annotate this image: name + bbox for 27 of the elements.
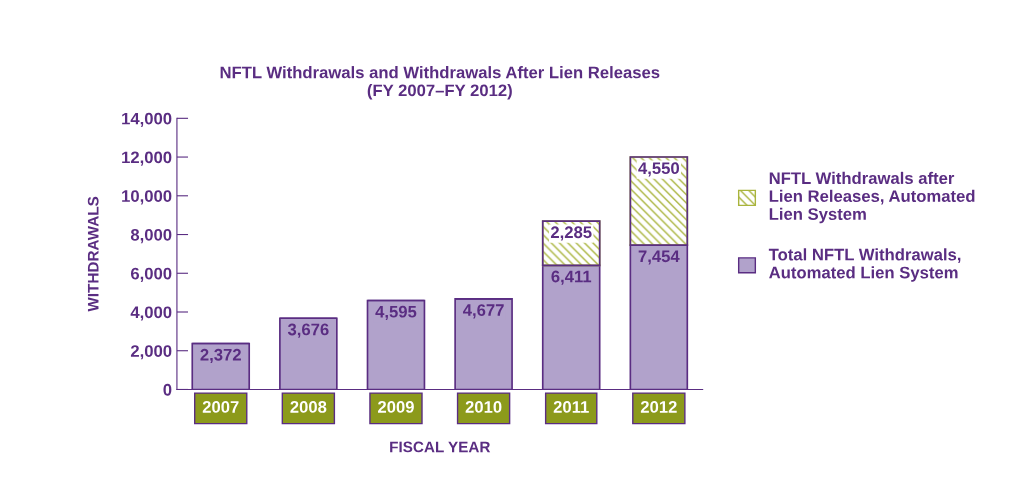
y-tick-label: 0 — [163, 383, 172, 396]
y-tick-label: 8,000 — [130, 228, 172, 244]
x-axis-title: FISCAL YEAR — [390, 441, 491, 453]
x-tick-label: 2008 — [290, 401, 327, 413]
legend-label: Total NFTL Withdrawals, Automated Lien System — [768, 248, 961, 282]
y-axis-title: WITHDRAWALS — [87, 196, 99, 312]
y-tick-label: 6,000 — [130, 267, 172, 282]
data-label: 4,550 — [638, 162, 680, 177]
data-label: 2,285 — [550, 226, 592, 241]
x-tick-label: 2012 — [640, 401, 677, 413]
x-tick-label: 2009 — [378, 401, 414, 413]
data-label: 6,411 — [551, 270, 592, 285]
y-tick-label: 12,000 — [122, 151, 172, 166]
y-tick-label: 14,000 — [122, 112, 172, 127]
chart-title: NFTL Withdrawals and Withdrawals After Lien Releases (FY 2007–FY 2012) — [220, 66, 660, 100]
data-label: 4,595 — [375, 305, 417, 320]
data-label: 7,454 — [638, 250, 680, 265]
x-tick-label: 2007 — [202, 401, 239, 413]
y-tick-label: 4,000 — [130, 306, 172, 321]
data-label: 3,676 — [287, 323, 329, 338]
data-label: 4,677 — [463, 304, 504, 319]
x-tick-label: 2010 — [465, 401, 502, 413]
y-tick-label: 10,000 — [122, 190, 172, 205]
x-tick-label: 2011 — [553, 401, 589, 413]
legend-label: NFTL Withdrawals after Lien Releases, Automated Lien System — [769, 171, 975, 224]
data-label: 2,372 — [200, 348, 241, 364]
y-tick-label: 2,000 — [130, 345, 172, 360]
